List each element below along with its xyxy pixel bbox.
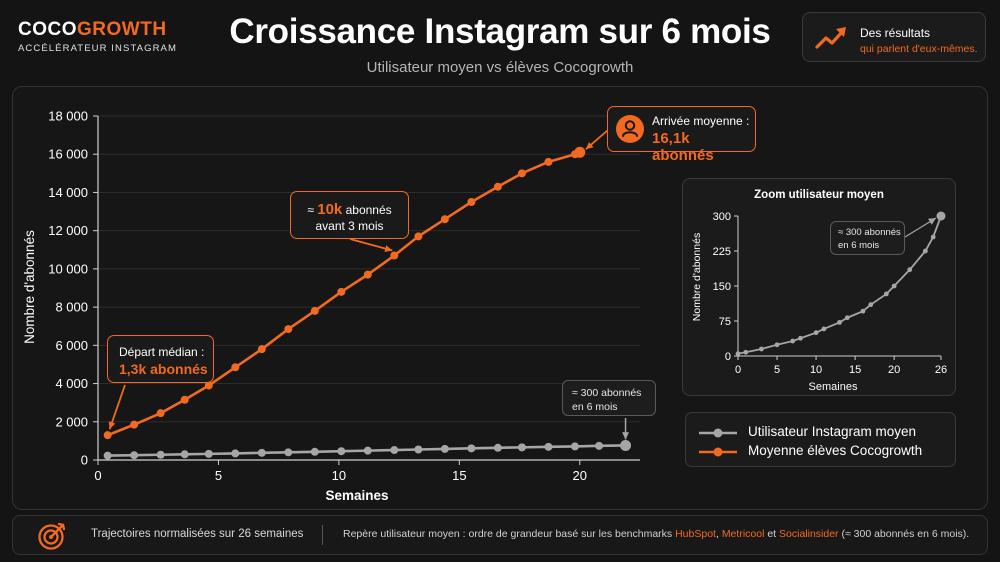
inset-data-point	[790, 338, 796, 344]
legend-label-cocogrowth: Moyenne élèves Cocogrowth	[748, 443, 923, 458]
end-callout-line2: 16,1k abonnés	[652, 130, 714, 164]
mid-callout-prefix: ≈	[307, 203, 318, 217]
zoom-inset: Zoom utilisateur moyen 0 75 150 225 300 0 5 10 1…	[682, 178, 956, 396]
badge-line1: Des résultats	[860, 26, 931, 40]
start-callout-line2: 1,3k abonnés	[119, 361, 208, 377]
footer-left-text: Trajectoires normalisées sur 26 semaines	[91, 528, 304, 540]
inset-x-tick-label: 20	[888, 364, 900, 376]
inset-x-tick-label: 5	[774, 364, 780, 376]
inset-y-tick-label: 300	[713, 211, 731, 223]
target-icon	[38, 522, 66, 550]
legend-swatch-cocogrowth	[699, 447, 737, 457]
inset-data-point	[883, 291, 889, 297]
footer-source-metricool: Metricool	[721, 528, 765, 540]
inset-x-tick-label: 10	[810, 364, 822, 376]
inset-data-point	[936, 211, 946, 221]
brand-name-part2: GROWTH	[77, 19, 167, 40]
inset-y-tick-label: 150	[713, 281, 731, 293]
results-badge: Des résultats qui parlent d'eux-mêmes.	[802, 12, 986, 62]
mid-callout-suffix: abonnés	[342, 203, 392, 217]
inset-y-axis-label: Nombre d'abonnés	[691, 233, 703, 321]
page-title: Croissance Instagram sur 6 mois	[229, 12, 771, 51]
badge-line2: qui parlent d'eux-mêmes.	[860, 43, 978, 55]
footer-sep2: et	[764, 528, 780, 540]
inset-y-tick-label: 0	[725, 351, 731, 363]
page-subtitle: Utilisateur moyen vs élèves Cocogrowth	[366, 59, 634, 76]
inset-data-point	[774, 342, 780, 348]
inset-note: ≈ 300 abonnés en 6 mois	[830, 221, 905, 255]
inset-data-point	[907, 267, 913, 273]
average-user-note-line2: en 6 mois	[572, 401, 618, 413]
brand-logo: COCOGROWTH ACCÉLÉRATEUR INSTAGRAM	[18, 20, 177, 55]
inset-data-point	[922, 248, 928, 254]
inset-data-point	[860, 308, 866, 314]
mid-callout: ≈ 10k abonnés avant 3 mois	[290, 191, 409, 239]
legend-swatch-average-user	[699, 428, 737, 438]
mid-callout-line2: avant 3 mois	[315, 219, 384, 233]
footer-divider	[322, 525, 323, 545]
inset-note-line1: ≈ 300 abonnés	[838, 227, 901, 238]
end-callout-line1: Arrivée moyenne :	[652, 114, 750, 128]
mid-callout-value: 10k	[317, 201, 343, 218]
inset-data-point	[759, 346, 764, 352]
inset-data-point	[891, 283, 897, 289]
footer-right-text: Repère utilisateur moyen : ordre de gran…	[343, 528, 969, 540]
inset-data-point	[844, 315, 850, 321]
inset-data-point	[798, 335, 803, 341]
inset-x-tick-label: 0	[735, 364, 741, 376]
inset-data-point	[837, 320, 842, 325]
average-user-note-line1: ≈ 300 abonnés	[572, 387, 642, 399]
chart-legend: Utilisateur Instagram moyen Moyenne élèv…	[685, 412, 956, 467]
brand-name: COCOGROWTH	[18, 20, 177, 40]
footer: Trajectoires normalisées sur 26 semaines…	[12, 515, 988, 555]
inset-y-tick-label: 225	[713, 246, 731, 258]
inset-data-point	[743, 349, 749, 355]
inset-data-point	[735, 351, 741, 357]
inset-note-line2: en 6 mois	[838, 240, 880, 251]
inset-x-axis-label: Semaines	[809, 381, 858, 393]
footer-right-prefix: Repère utilisateur moyen : ordre de gran…	[343, 528, 676, 540]
inset-note-arrow-head	[928, 218, 936, 225]
brand-tagline: ACCÉLÉRATEUR INSTAGRAM	[18, 43, 177, 54]
mid-callout-line1: ≈ 10k abonnés	[291, 201, 408, 218]
start-callout-line1: Départ médian :	[119, 345, 205, 359]
footer-source-socialinsider: Socialinsider	[779, 528, 839, 540]
footer-source-hubspot: HubSpot	[675, 528, 716, 540]
footer-sep1: ,	[715, 528, 722, 540]
zoom-inset-title: Zoom utilisateur moyen	[754, 189, 884, 201]
inset-series-line	[737, 215, 942, 355]
inset-data-point	[868, 302, 874, 308]
end-callout: Arrivée moyenne : 16,1k abonnés	[607, 106, 756, 164]
inset-y-tick-label: 75	[719, 316, 731, 328]
brand-name-part1: COCO	[18, 19, 77, 40]
trend-up-arrow-icon	[815, 27, 846, 49]
footer-right-suffix: (≈ 300 abonnés en 6 mois).	[838, 528, 970, 540]
inset-data-point	[930, 234, 936, 240]
inset-x-tick-label: 26	[935, 364, 947, 376]
start-callout: Départ médian : 1,3k abonnés	[107, 335, 214, 383]
inset-data-point	[821, 326, 827, 332]
inset-data-point	[813, 330, 819, 336]
average-user-note: ≈ 300 abonnés en 6 mois	[562, 380, 656, 416]
legend-label-average-user: Utilisateur Instagram moyen	[748, 424, 917, 439]
user-avatar-icon	[616, 115, 644, 143]
inset-x-tick-label: 15	[849, 364, 861, 376]
